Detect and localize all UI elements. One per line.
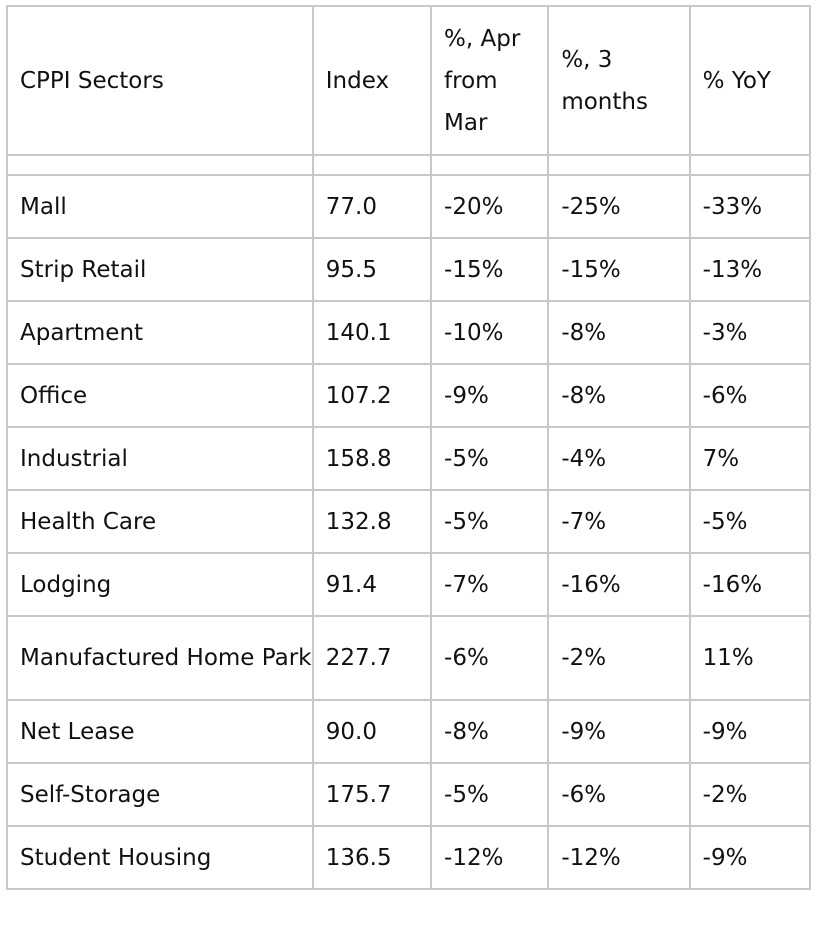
yoy-change-cell: 7% — [690, 428, 811, 491]
index-cell: 95.5 — [313, 239, 433, 302]
three-month-change-cell: -12% — [549, 827, 691, 890]
three-month-change-cell: -15% — [549, 239, 691, 302]
table-row: Mall 77.0 -20% -25% -33% — [8, 176, 811, 239]
yoy-change-cell: -3% — [690, 302, 811, 365]
index-cell: 136.5 — [313, 827, 433, 890]
spacer-cell — [549, 156, 691, 176]
table-row: Net Lease 90.0 -8% -9% -9% — [8, 701, 811, 764]
index-cell: 132.8 — [313, 491, 433, 554]
sector-cell: Health Care — [8, 491, 314, 554]
index-cell: 158.8 — [313, 428, 433, 491]
header-cppi-sectors: CPPI Sectors — [8, 7, 314, 156]
mom-change-cell: -15% — [432, 239, 550, 302]
table-row: Lodging 91.4 -7% -16% -16% — [8, 554, 811, 617]
header-three-months: %, 3 months — [549, 7, 691, 156]
three-month-change-cell: -6% — [549, 764, 691, 827]
mom-change-cell: -5% — [432, 764, 550, 827]
table-row: Student Housing 136.5 -12% -12% -9% — [8, 827, 811, 890]
table-row: Office 107.2 -9% -8% -6% — [8, 365, 811, 428]
table-row: Industrial 158.8 -5% -4% 7% — [8, 428, 811, 491]
sector-cell: Strip Retail — [8, 239, 314, 302]
header-apr-from-mar: %, Apr from Mar — [432, 7, 550, 156]
mom-change-cell: -5% — [432, 428, 550, 491]
index-cell: 91.4 — [313, 554, 433, 617]
mom-change-cell: -20% — [432, 176, 550, 239]
header-yoy: % YoY — [690, 7, 811, 156]
table-header-row: CPPI Sectors Index %, Apr from Mar %, 3 … — [8, 7, 811, 156]
sector-cell: Manufactured Home Park — [8, 617, 314, 701]
sector-cell: Net Lease — [8, 701, 314, 764]
sector-cell: Mall — [8, 176, 314, 239]
yoy-change-cell: 11% — [690, 617, 811, 701]
index-cell: 107.2 — [313, 365, 433, 428]
sector-cell: Industrial — [8, 428, 314, 491]
spacer-cell — [690, 156, 811, 176]
yoy-change-cell: -9% — [690, 701, 811, 764]
yoy-change-cell: -13% — [690, 239, 811, 302]
yoy-change-cell: -33% — [690, 176, 811, 239]
mom-change-cell: -8% — [432, 701, 550, 764]
sector-cell: Lodging — [8, 554, 314, 617]
table-spacer-row — [8, 156, 811, 176]
three-month-change-cell: -2% — [549, 617, 691, 701]
sector-cell: Student Housing — [8, 827, 314, 890]
index-cell: 140.1 — [313, 302, 433, 365]
mom-change-cell: -12% — [432, 827, 550, 890]
three-month-change-cell: -25% — [549, 176, 691, 239]
sector-cell: Self-Storage — [8, 764, 314, 827]
mom-change-cell: -6% — [432, 617, 550, 701]
header-index: Index — [313, 7, 433, 156]
yoy-change-cell: -2% — [690, 764, 811, 827]
table-row: Health Care 132.8 -5% -7% -5% — [8, 491, 811, 554]
index-cell: 227.7 — [313, 617, 433, 701]
yoy-change-cell: -9% — [690, 827, 811, 890]
three-month-change-cell: -7% — [549, 491, 691, 554]
three-month-change-cell: -16% — [549, 554, 691, 617]
index-cell: 90.0 — [313, 701, 433, 764]
sector-cell: Office — [8, 365, 314, 428]
cppi-sector-table: CPPI Sectors Index %, Apr from Mar %, 3 … — [6, 5, 811, 890]
index-cell: 175.7 — [313, 764, 433, 827]
index-cell: 77.0 — [313, 176, 433, 239]
mom-change-cell: -5% — [432, 491, 550, 554]
spacer-cell — [432, 156, 550, 176]
mom-change-cell: -10% — [432, 302, 550, 365]
table-row: Self-Storage 175.7 -5% -6% -2% — [8, 764, 811, 827]
three-month-change-cell: -8% — [549, 302, 691, 365]
three-month-change-cell: -8% — [549, 365, 691, 428]
yoy-change-cell: -6% — [690, 365, 811, 428]
table-row: Manufactured Home Park 227.7 -6% -2% 11% — [8, 617, 811, 701]
mom-change-cell: -7% — [432, 554, 550, 617]
table-row: Apartment 140.1 -10% -8% -3% — [8, 302, 811, 365]
sector-cell: Apartment — [8, 302, 314, 365]
table-row: Strip Retail 95.5 -15% -15% -13% — [8, 239, 811, 302]
yoy-change-cell: -5% — [690, 491, 811, 554]
three-month-change-cell: -4% — [549, 428, 691, 491]
yoy-change-cell: -16% — [690, 554, 811, 617]
spacer-cell — [8, 156, 314, 176]
three-month-change-cell: -9% — [549, 701, 691, 764]
mom-change-cell: -9% — [432, 365, 550, 428]
spacer-cell — [313, 156, 433, 176]
